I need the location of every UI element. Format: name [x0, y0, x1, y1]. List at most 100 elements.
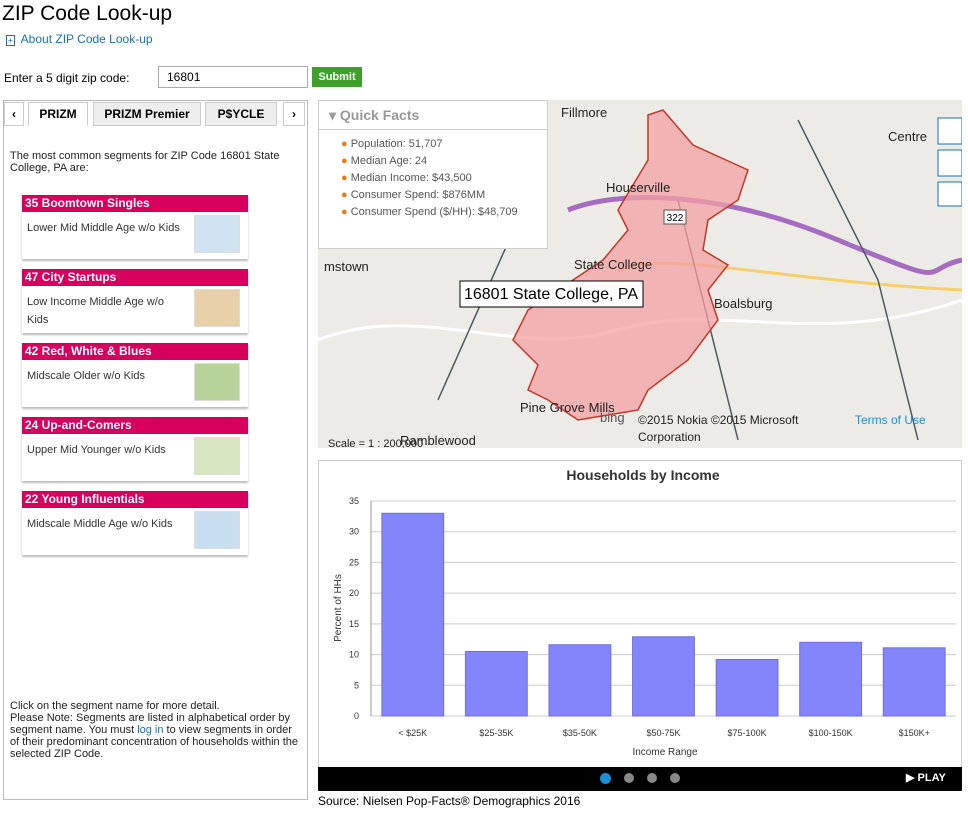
play-button[interactable]: ▶ PLAY	[906, 772, 946, 784]
segment-name[interactable]: 42 Red, White & Blues	[22, 343, 248, 360]
segment-description: Lower Mid Middle Age w/o Kids	[27, 222, 180, 234]
segment-icon	[194, 511, 240, 549]
y-tick-label: 10	[349, 650, 359, 660]
x-tick-label: $35-50K	[563, 728, 597, 738]
segment-description: Midscale Middle Age w/o Kids	[27, 518, 173, 530]
fact: ● Consumer Spend: $876MM	[341, 189, 486, 201]
quick-facts-header[interactable]: ▾ Quick Facts	[319, 101, 547, 130]
source: Source: Nielsen Pop-Facts® Demographics …	[318, 794, 581, 808]
segment-card: 47 City Startups Low Income Middle Age w/…	[22, 269, 248, 333]
tab-next[interactable]: ›	[283, 102, 305, 126]
bar	[715, 658, 779, 717]
note-text: to view segments in order of their predo…	[10, 724, 299, 760]
tab[interactable]: PRIZM	[28, 102, 88, 126]
slide-dot[interactable]	[647, 773, 657, 783]
road-number: 322	[667, 213, 684, 224]
play-text: PLAY	[917, 772, 946, 784]
player-bar: ▶ PLAY	[318, 767, 962, 791]
segment-name[interactable]: 24 Up-and-Comers	[22, 417, 248, 434]
place-label: Centre	[888, 129, 927, 144]
scale: Scale = 1 : 200,000	[328, 438, 423, 448]
map-label: 16801 State College, PA	[464, 286, 638, 303]
segment-card: 24 Up-and-Comers Upper Mid Younger w/o Ki…	[22, 417, 248, 481]
place-label: mstown	[324, 259, 369, 274]
y-tick-label: 20	[349, 588, 359, 598]
segment-icon	[194, 363, 240, 401]
segment-name[interactable]: 22 Young Influentials	[22, 491, 248, 508]
segment-icon	[194, 437, 240, 475]
zoom-controls	[937, 117, 962, 207]
tab-prev[interactable]: ‹	[4, 102, 24, 126]
tab[interactable]: P$YCLE	[205, 102, 277, 126]
page-title: ZIP Code Look-up	[2, 2, 173, 25]
note-line: Click on the segment name for more detai…	[10, 700, 220, 712]
about-text: About ZIP Code Look-up	[20, 32, 153, 46]
tab[interactable]: PRIZM Premier	[93, 102, 201, 126]
x-tick-label: $50-75K	[646, 728, 680, 738]
segment-description: Low Income Middle Age w/o Kids	[27, 296, 164, 326]
segment-description: Upper Mid Younger w/o Kids	[27, 444, 166, 456]
slide-dot[interactable]	[600, 773, 611, 784]
slide-dot[interactable]	[670, 773, 680, 783]
fact: ● Consumer Spend ($/HH): $48,709	[341, 206, 518, 218]
bar	[464, 651, 528, 717]
terms-link[interactable]: Terms of Use	[855, 413, 926, 427]
left-panel	[3, 100, 308, 800]
x-tick-label: $75-100K	[728, 728, 767, 738]
place-label: Houserville	[606, 180, 670, 195]
y-axis-label: Percent of HHs	[333, 574, 344, 642]
zoom-out[interactable]	[937, 149, 962, 177]
login-link[interactable]: log in	[137, 724, 164, 736]
bar	[548, 644, 612, 717]
segment-icon	[194, 215, 240, 253]
submit-button[interactable]: Submit	[312, 67, 362, 87]
place-label: Ramblewood	[400, 433, 476, 448]
slide-dot[interactable]	[624, 773, 634, 783]
x-tick-label: $25-35K	[479, 728, 513, 738]
bar	[632, 636, 695, 717]
place-label: Fillmore	[561, 105, 607, 120]
zip-input[interactable]: 16801	[158, 66, 308, 88]
x-tick-label: < $25K	[398, 728, 427, 738]
fact: ● Median Income: $43,500	[341, 172, 472, 184]
fact-text: Median Age: 24	[350, 155, 428, 167]
y-tick-label: 35	[349, 496, 359, 506]
zoom-in[interactable]	[937, 117, 962, 145]
note: Click on the segment name for more detai…	[10, 700, 300, 760]
segment-name[interactable]: 35 Boomtown Singles	[22, 195, 248, 212]
x-tick-label: $100-150K	[809, 728, 853, 738]
bar	[799, 641, 863, 717]
y-tick-label: 25	[349, 557, 359, 567]
quick-facts-title: Quick Facts	[339, 107, 420, 123]
fact-text: Consumer Spend: $876MM	[350, 189, 486, 201]
segment-card: 22 Young Influentials Midscale Middle Age…	[22, 491, 248, 555]
zip-label: Enter a 5 digit zip code:	[4, 71, 130, 85]
fullscreen[interactable]	[937, 181, 962, 207]
segment-description: Midscale Older w/o Kids	[27, 370, 145, 382]
place-label: Pine Grove Mills	[520, 400, 615, 415]
segment-icon	[194, 289, 240, 327]
chart: Households by Income Income Range Percen…	[318, 460, 962, 768]
fact-text: Consumer Spend ($/HH): $48,709	[350, 206, 518, 218]
zip-area	[512, 109, 749, 421]
road-shield	[663, 209, 687, 225]
quick-facts: ▾ Quick Facts ● Population: 51,707 ● Med…	[318, 100, 548, 249]
about-link[interactable]: + About ZIP Code Look-up	[6, 32, 153, 46]
map-credit: ©2015 Nokia ©2015 Microsoft Corporation	[638, 413, 799, 444]
segment-name[interactable]: 47 City Startups	[22, 269, 248, 286]
y-tick-label: 5	[354, 680, 359, 690]
x-axis-label: Income Range	[632, 747, 697, 758]
note-text: Please Note: Segments are listed in alph…	[10, 712, 291, 736]
segment-card: 42 Red, White & Blues Midscale Older w/o …	[22, 343, 248, 407]
chart-title: Households by Income	[566, 467, 719, 483]
facts-list: ● Population: 51,707 ● Median Age: 24 ● …	[319, 138, 547, 218]
fact-text: Population: 51,707	[350, 138, 443, 150]
fact: ● Median Age: 24	[341, 155, 428, 167]
y-tick-label: 0	[354, 711, 359, 721]
map-label-box	[459, 280, 644, 308]
y-tick-label: 15	[349, 619, 359, 629]
bar	[882, 647, 946, 717]
fact: ● Population: 51,707	[341, 138, 443, 150]
place-label: State College	[574, 257, 652, 272]
y-tick-label: 30	[349, 527, 359, 537]
